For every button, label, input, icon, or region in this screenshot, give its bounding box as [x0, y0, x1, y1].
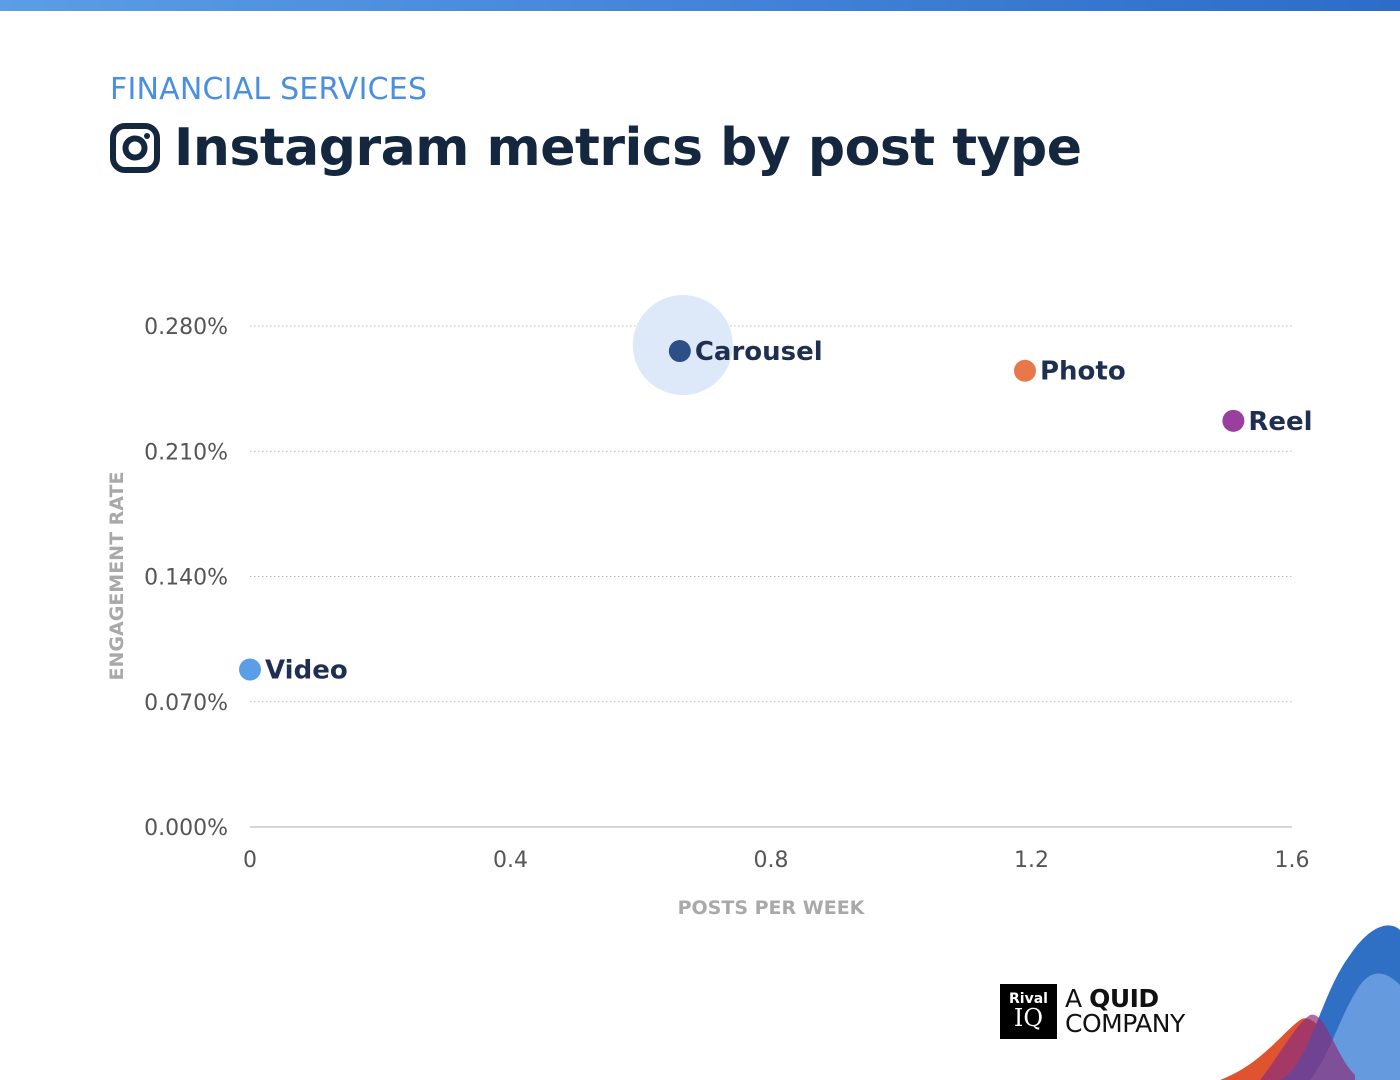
decorative-waves	[1220, 925, 1400, 1080]
logo-iq-text: IQ	[1013, 1004, 1044, 1032]
x-tick-label: 1.6	[1275, 848, 1310, 873]
y-tick-label: 0.210%	[144, 440, 228, 465]
tagline-quid: QUID	[1089, 983, 1159, 1013]
title-row: Instagram metrics by post type	[110, 116, 1082, 180]
y-tick-label: 0.280%	[144, 315, 228, 340]
y-tick-label: 0.070%	[144, 691, 228, 716]
logo-tagline: A QUID COMPANY	[1065, 983, 1185, 1038]
data-label-carousel: Carousel	[695, 337, 823, 367]
tagline-company: COMPANY	[1065, 1009, 1185, 1038]
x-tick-label: 0.8	[754, 848, 789, 873]
x-tick-label: 0	[243, 848, 257, 873]
rival-iq-logo: Rival IQ A QUID COMPANY	[1000, 983, 1185, 1039]
chart-title: Instagram metrics by post type	[174, 118, 1082, 178]
x-tick-label: 0.4	[493, 848, 528, 873]
y-axis-title: ENGAGEMENT RATE	[106, 472, 128, 681]
x-axis-title: POSTS PER WEEK	[678, 897, 866, 919]
data-point-photo	[1013, 359, 1036, 382]
data-label-video: Video	[265, 656, 348, 686]
logo-mark: Rival IQ	[1000, 983, 1057, 1039]
data-label-reel: Reel	[1248, 407, 1312, 437]
tagline-prefix: A	[1065, 983, 1090, 1013]
y-tick-label: 0.140%	[144, 566, 228, 591]
y-tick-label: 0.000%	[144, 816, 228, 841]
data-point-reel	[1222, 409, 1245, 432]
logo-rival-text: Rival	[1009, 991, 1048, 1007]
data-point-carousel	[668, 340, 691, 363]
instagram-icon	[110, 123, 160, 173]
data-label-photo: Photo	[1040, 357, 1126, 387]
industry-label: FINANCIAL SERVICES	[110, 72, 428, 107]
top-accent-bar	[0, 0, 1400, 11]
data-point-video	[239, 658, 261, 681]
x-tick-label: 1.2	[1014, 848, 1049, 873]
